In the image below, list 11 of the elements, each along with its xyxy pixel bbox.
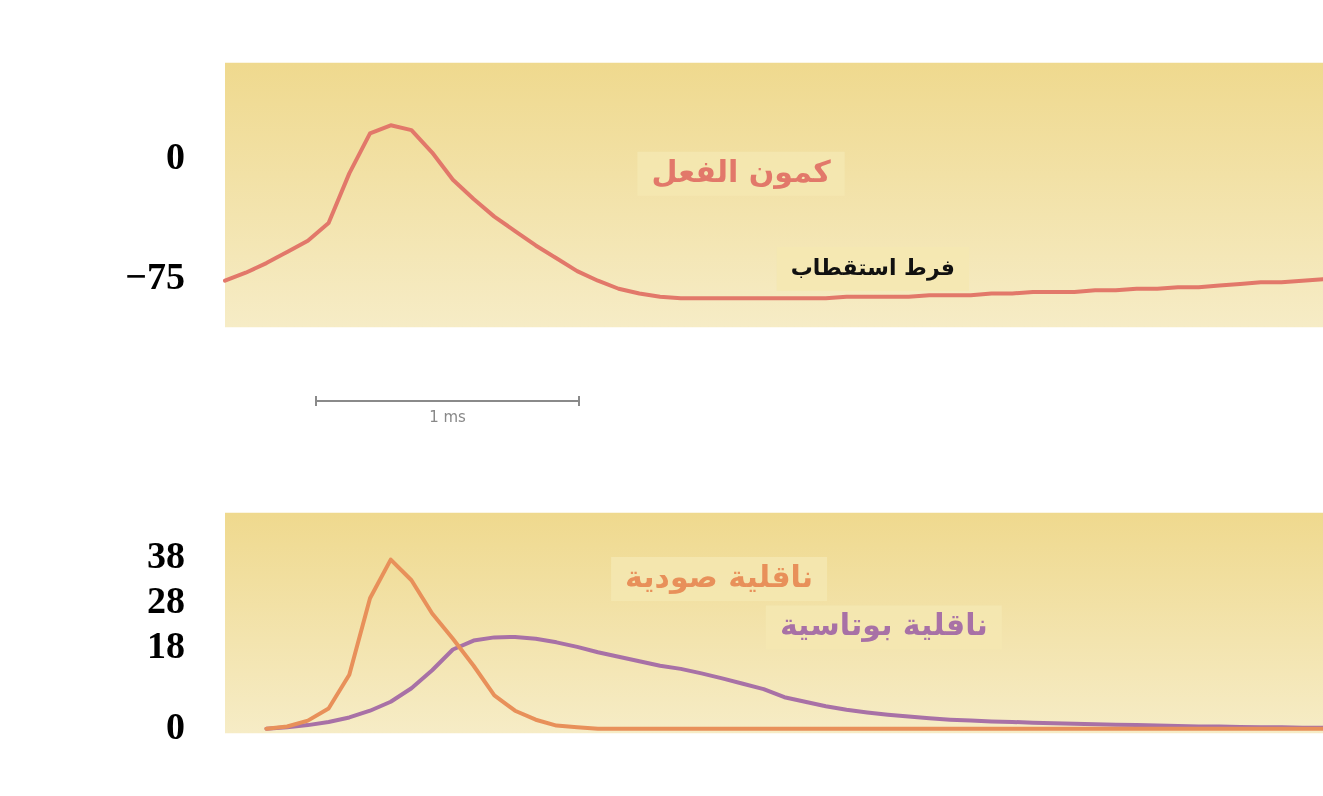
y-tick-label: −75 [125, 254, 185, 297]
y-tick-label: 0 [166, 704, 185, 747]
y-tick-label: 18 [147, 623, 185, 666]
text: ناقلية صودية [625, 558, 814, 594]
annotation: فرط استقطاب [790, 254, 956, 281]
text: كمون الفعل [651, 153, 832, 189]
series-label: ناقلية بوتاسية [779, 607, 988, 643]
text: 1 ms [428, 408, 467, 426]
y-tick-label: 38 [147, 533, 185, 576]
y-tick-label: 0 [166, 134, 185, 177]
y-tick-label: 28 [147, 578, 185, 621]
